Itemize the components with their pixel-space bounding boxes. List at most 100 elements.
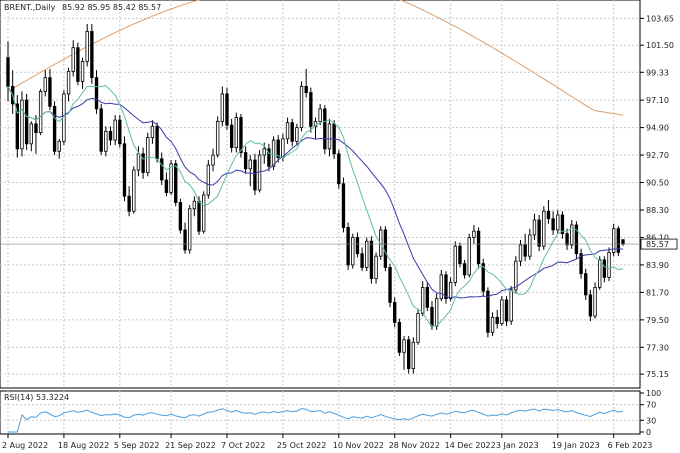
ma-long-line	[7, 0, 624, 116]
candle-body	[20, 99, 24, 150]
candle-body	[565, 233, 569, 246]
candle-body	[295, 127, 299, 142]
candle-body	[253, 159, 257, 191]
candle-body	[388, 267, 392, 303]
candle-body	[309, 92, 313, 127]
candle-body	[341, 183, 346, 228]
moving-average-long	[7, 0, 624, 116]
candle-body	[34, 123, 38, 133]
candle-body	[206, 164, 211, 196]
candle-body	[225, 93, 229, 126]
candle-body	[113, 119, 117, 141]
candle-body	[379, 229, 383, 257]
last-price-label: 85.57	[646, 240, 669, 249]
candle-body	[118, 119, 122, 145]
y-tick-label: 75.15	[646, 370, 669, 379]
candle-body	[215, 120, 220, 156]
candle-body	[66, 71, 71, 95]
rsi-tick-label: 100	[646, 389, 661, 398]
candle-body	[351, 237, 355, 266]
candle-body	[612, 228, 616, 253]
price-axis: 103.65 101.50 99.33 97.10 94.90 92.70 90.50 88.…	[0, 14, 678, 379]
ohlc-readout: 85.92 85.95 85.42 85.57	[62, 3, 161, 12]
candle-body	[323, 108, 327, 150]
y-tick-label: 97.10	[646, 96, 669, 105]
candle-body	[467, 237, 471, 276]
candle-body	[574, 224, 579, 255]
chart-title: BRENT.,Daily	[4, 3, 56, 12]
y-tick-label: 90.50	[646, 179, 669, 188]
y-tick-label: 99.33	[646, 68, 669, 77]
candle-body	[593, 286, 597, 317]
candle-body	[52, 105, 57, 152]
candle-body	[556, 214, 560, 231]
candle-body	[271, 139, 276, 167]
candle-body	[383, 229, 388, 268]
moving-average-short	[7, 85, 624, 327]
candle-body	[439, 274, 443, 300]
candle-body	[327, 123, 332, 150]
x-tick-label: 5 Sep 2022	[114, 441, 160, 450]
candle-body	[192, 200, 197, 210]
candle-body	[122, 143, 127, 197]
candle-body	[528, 234, 532, 257]
candle-body	[169, 163, 173, 193]
candle-body	[560, 214, 565, 235]
candle-body	[43, 77, 47, 92]
candle-body	[537, 219, 541, 247]
candle-body	[99, 108, 103, 152]
candle-body	[174, 163, 178, 203]
candle-body	[434, 298, 439, 327]
candle-body	[523, 244, 527, 257]
candle-body	[551, 218, 555, 231]
candle-body	[607, 252, 611, 278]
candle-body	[430, 306, 434, 327]
rsi-tick-label: 30	[646, 416, 656, 425]
candle-body	[150, 125, 155, 138]
y-tick-label: 77.30	[646, 343, 669, 352]
moving-average-mid	[7, 86, 624, 299]
candle-body	[94, 77, 99, 110]
candle-body	[239, 117, 243, 153]
candle-body	[248, 159, 252, 170]
y-tick-label: 83.90	[646, 261, 669, 270]
x-tick-label: 7 Oct 2022	[221, 441, 265, 450]
gridlines	[0, 0, 640, 434]
candle-body	[243, 152, 248, 170]
candle-body	[616, 228, 621, 253]
candle-body	[602, 259, 607, 278]
candle-body	[504, 299, 509, 322]
candle-body	[71, 47, 75, 72]
x-tick-label: 14 Dec 2022	[445, 441, 496, 450]
x-tick-label: 28 Nov 2022	[389, 441, 440, 450]
main-panel	[0, 0, 641, 389]
candle-body	[234, 117, 238, 148]
candle-body	[57, 140, 61, 152]
candle-body	[160, 158, 164, 181]
x-tick-label: 21 Sep 2022	[165, 441, 216, 450]
candle-body	[542, 210, 546, 247]
candle-body	[29, 123, 33, 145]
candle-body	[355, 237, 360, 255]
candle-body	[127, 195, 131, 212]
candle-body	[80, 61, 85, 82]
candle-body	[486, 290, 490, 333]
candle-body	[104, 130, 108, 152]
candle-body	[211, 154, 215, 166]
candle-body	[290, 122, 294, 142]
candle-body	[579, 253, 583, 275]
y-tick-label: 103.65	[646, 14, 674, 23]
x-tick-label: 2 Aug 2022	[2, 441, 48, 450]
x-tick-label: 6 Feb 2023	[608, 441, 653, 450]
x-tick-label: 18 Aug 2022	[58, 441, 109, 450]
candle-body	[444, 274, 448, 300]
rsi-panel	[0, 390, 641, 435]
candle-body	[393, 301, 397, 323]
candle-body	[570, 224, 574, 246]
candle-body	[136, 153, 141, 171]
candle-body	[500, 299, 504, 324]
candle-body	[546, 210, 551, 220]
candle-body	[621, 239, 625, 245]
y-tick-label: 79.50	[646, 316, 669, 325]
